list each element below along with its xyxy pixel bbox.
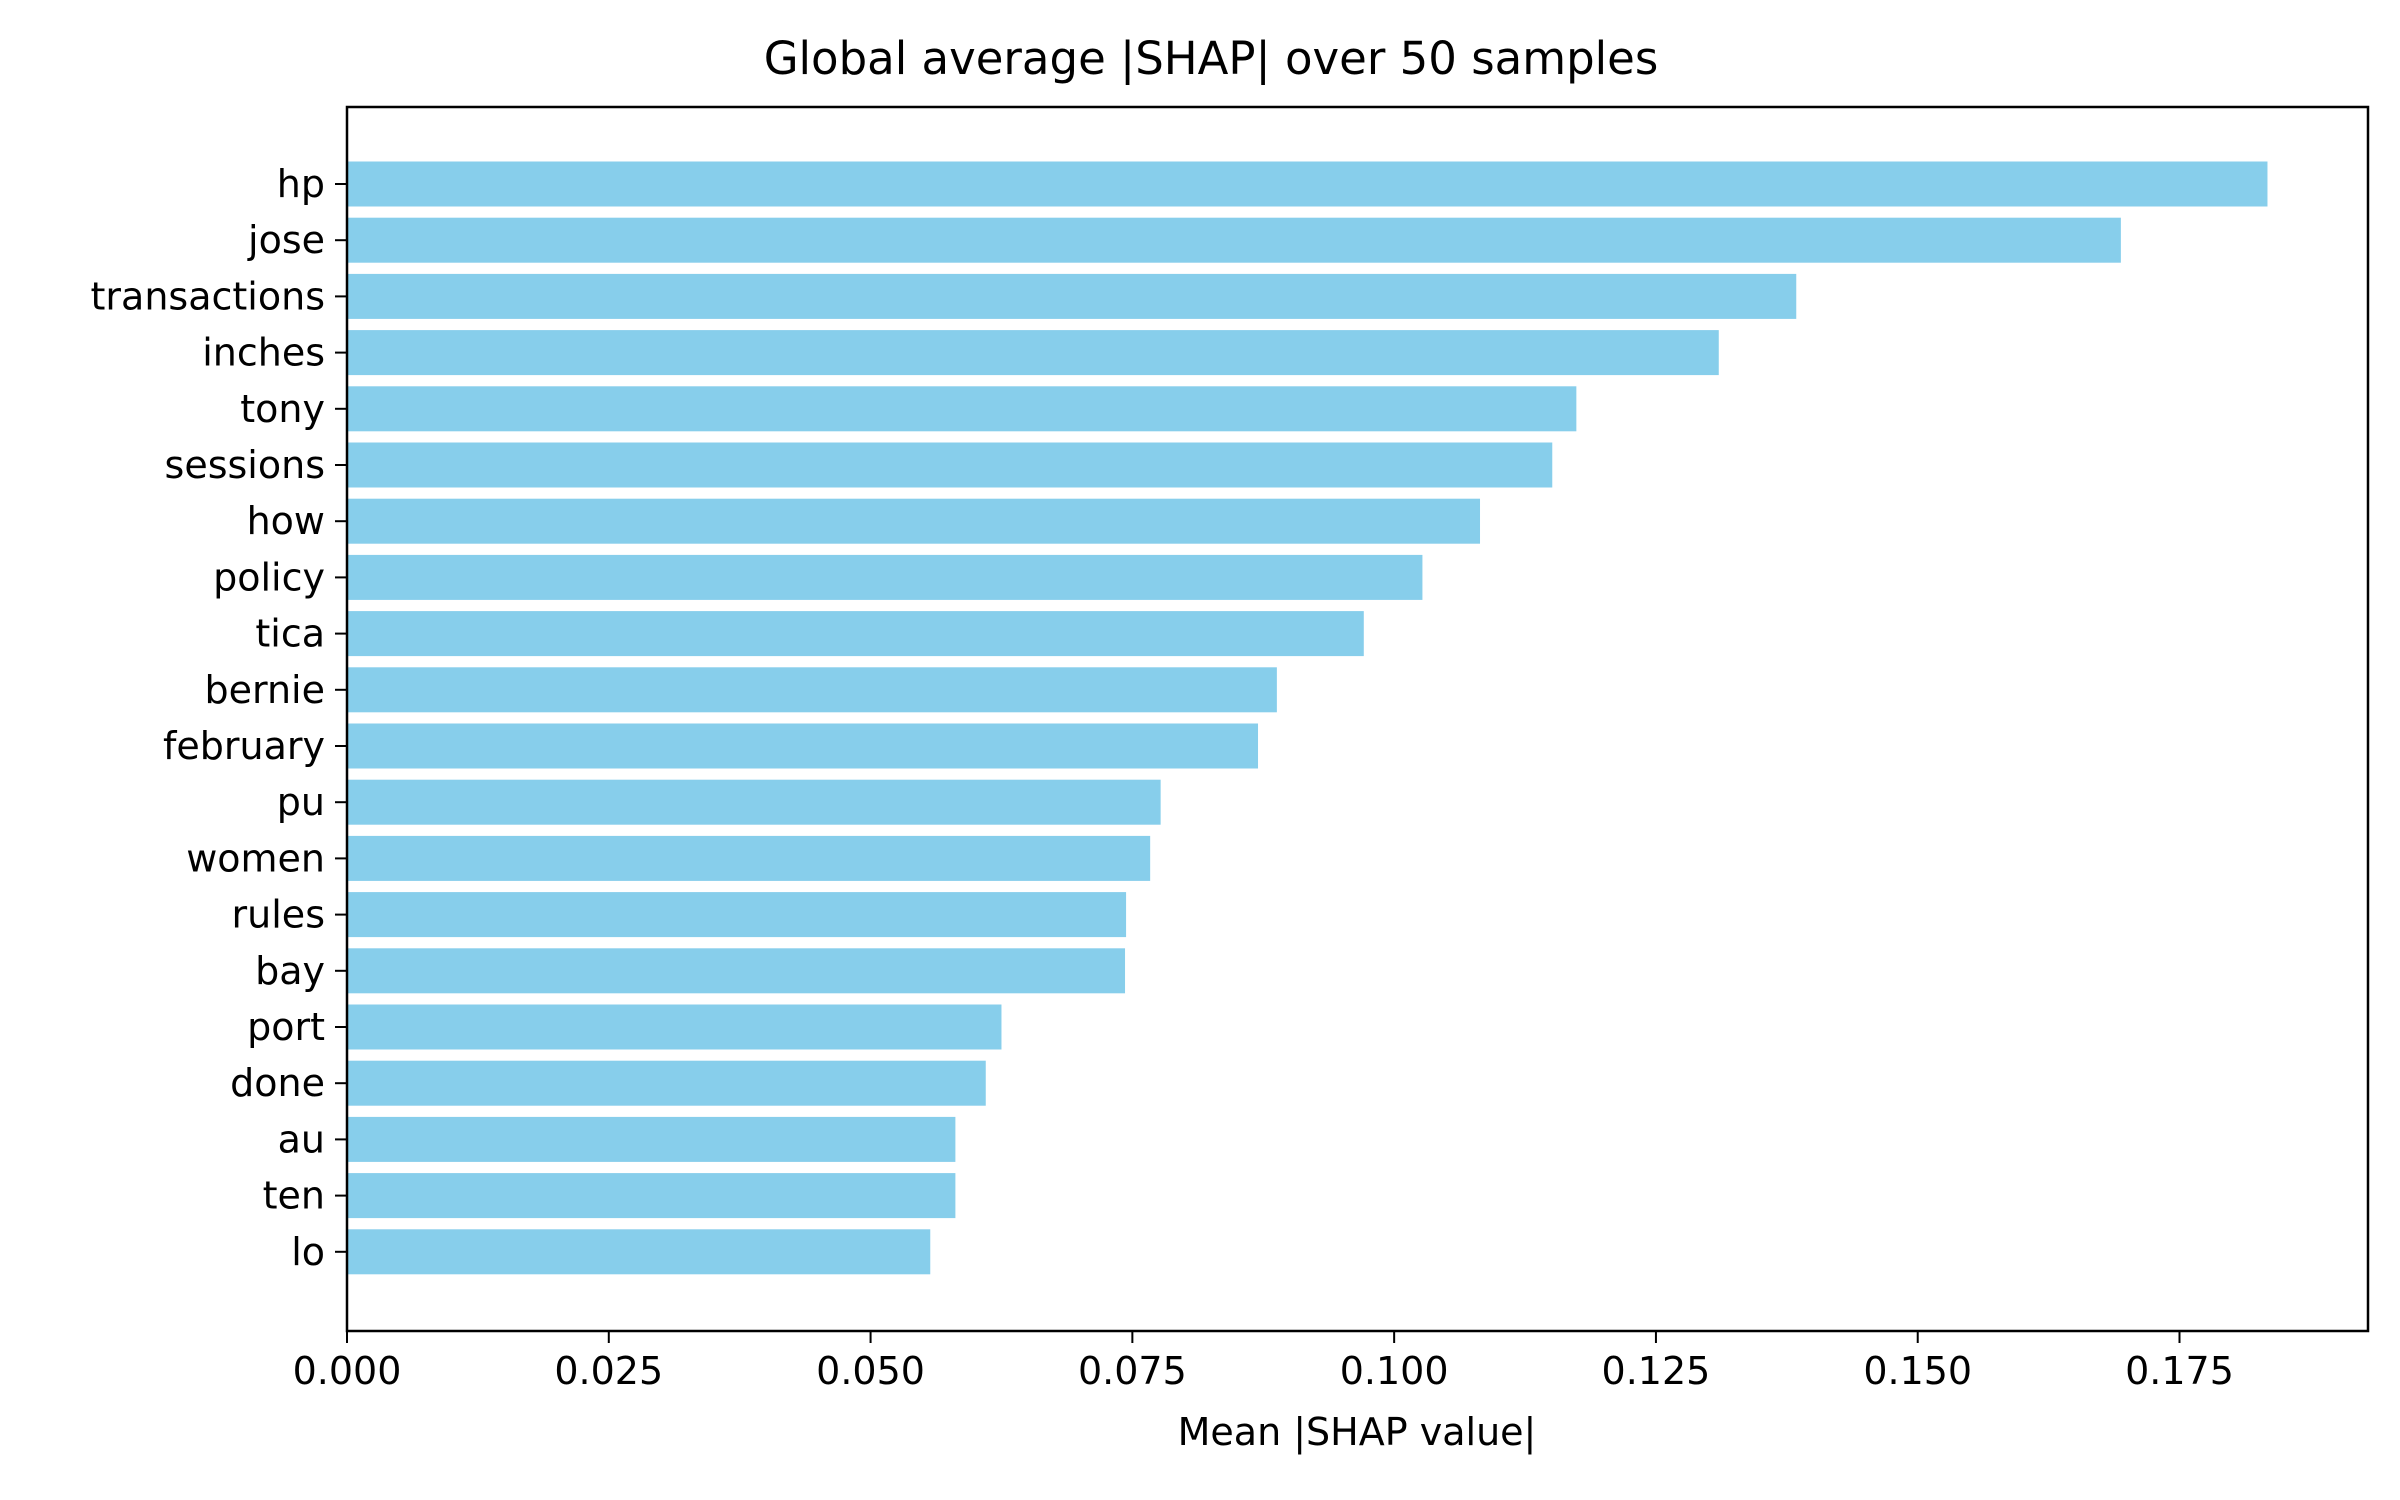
- x-axis-label: Mean |SHAP value|: [1178, 1410, 1537, 1455]
- y-tick-label: february: [163, 724, 325, 768]
- bar-lo: [347, 1229, 931, 1275]
- bar-how: [347, 498, 1481, 544]
- bar-au: [347, 1116, 956, 1162]
- y-axis-ticks: hp jose transactions inches tony sessions how p…: [91, 162, 347, 1274]
- bar-bay: [347, 948, 1126, 994]
- y-tick-label: port: [247, 1005, 325, 1049]
- bar-jose: [347, 217, 2121, 263]
- x-tick-label: 0.025: [554, 1349, 663, 1393]
- bar-tony: [347, 386, 1577, 432]
- x-tick-label: 0.125: [1602, 1349, 1711, 1393]
- y-tick-label: jose: [247, 218, 325, 262]
- bar-port: [347, 1004, 1002, 1050]
- y-tick-label: bay: [255, 949, 325, 993]
- y-tick-label: tony: [240, 387, 325, 431]
- y-tick-label: pu: [277, 780, 325, 824]
- y-tick-label: sessions: [165, 443, 325, 487]
- x-tick-label: 0.075: [1078, 1349, 1187, 1393]
- y-tick-label: how: [247, 499, 325, 543]
- y-tick-label: bernie: [205, 668, 325, 712]
- y-tick-label: ten: [263, 1174, 325, 1218]
- y-tick-label: inches: [202, 331, 325, 375]
- bar-hp: [347, 161, 2268, 207]
- bar-rules: [347, 892, 1127, 938]
- bar-bernie: [347, 667, 1277, 713]
- y-tick-label: hp: [277, 162, 325, 206]
- bar-sessions: [347, 442, 1553, 488]
- y-tick-label: au: [278, 1117, 325, 1161]
- x-tick-label: 0.100: [1340, 1349, 1449, 1393]
- bar-ten: [347, 1173, 956, 1219]
- bar-transactions: [347, 273, 1797, 319]
- x-tick-label: 0.150: [1863, 1349, 1972, 1393]
- y-tick-label: rules: [232, 893, 325, 937]
- y-tick-label: policy: [213, 555, 325, 599]
- x-tick-label: 0.000: [293, 1349, 402, 1393]
- y-tick-label: women: [186, 836, 325, 880]
- y-tick-label: transactions: [91, 274, 325, 318]
- y-tick-label: lo: [291, 1230, 325, 1274]
- bar-february: [347, 723, 1259, 769]
- bar-tica: [347, 611, 1364, 657]
- bar-pu: [347, 779, 1161, 825]
- x-axis-ticks: 0.000 0.025 0.050 0.075 0.100 0.125 0.150 0.175: [293, 1331, 2234, 1393]
- bar-policy: [347, 554, 1423, 600]
- x-tick-label: 0.050: [816, 1349, 925, 1393]
- bars-layer: [347, 161, 2268, 1275]
- bar-women: [347, 835, 1151, 881]
- y-tick-label: done: [230, 1061, 325, 1105]
- y-tick-label: tica: [255, 612, 325, 656]
- x-tick-label: 0.175: [2125, 1349, 2234, 1393]
- plot-frame: [345, 105, 2370, 1333]
- bar-done: [347, 1060, 986, 1106]
- bar-inches: [347, 330, 1719, 376]
- chart-title: Global average |SHAP| over 50 samples: [764, 32, 1659, 85]
